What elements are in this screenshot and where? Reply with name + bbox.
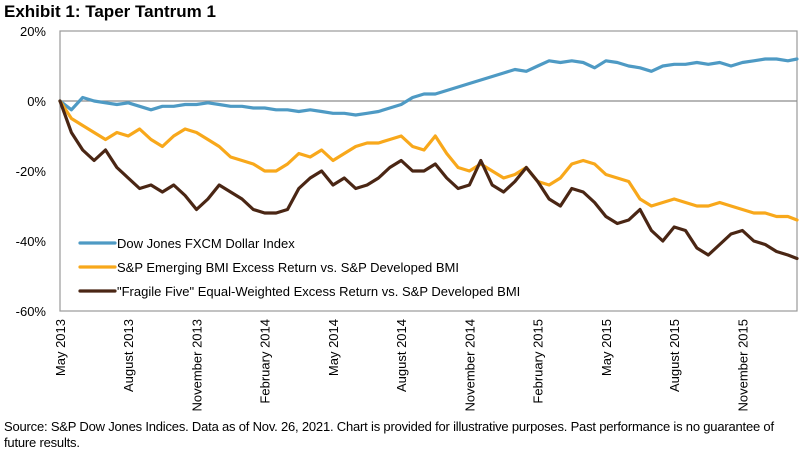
x-tick-label: November 2014 — [462, 319, 477, 412]
plot-border — [59, 30, 798, 312]
y-tick-label: -60% — [16, 304, 47, 319]
legend-label-3: "Fragile Five" Equal-Weighted Excess Ret… — [117, 284, 520, 299]
x-tick-label: November 2015 — [735, 319, 750, 412]
x-tick-label: May 2014 — [326, 319, 341, 376]
line-chart: 20% 0% -20% -40% -60% May 2013 August 2013 Nov… — [16, 24, 799, 412]
x-tick-label: February 2015 — [531, 319, 546, 404]
chart-title: Exhibit 1: Taper Tantrum 1 — [4, 2, 216, 21]
series-line-2 — [58, 99, 799, 222]
x-tick-label: May 2013 — [53, 319, 68, 376]
x-tick-label: May 2015 — [599, 319, 614, 376]
x-tick-label: August 2015 — [667, 319, 682, 392]
x-tick-label: February 2014 — [258, 319, 273, 404]
y-tick-label: -20% — [16, 164, 47, 179]
x-axis-ticks: May 2013 August 2013 November 2013 February… — [53, 319, 750, 412]
y-tick-label: 0% — [27, 94, 46, 109]
x-tick-label: November 2013 — [189, 319, 204, 412]
y-axis-ticks: 20% 0% -20% -40% -60% — [16, 24, 47, 319]
legend: Dow Jones FXCM Dollar Index S&P Emerging … — [78, 236, 520, 299]
series-lines — [58, 57, 799, 261]
y-tick-label: 20% — [20, 24, 46, 39]
series-line-1 — [58, 57, 799, 117]
x-tick-label: August 2014 — [394, 319, 409, 392]
legend-label-1: Dow Jones FXCM Dollar Index — [117, 236, 295, 251]
y-tick-label: -40% — [16, 234, 47, 249]
series-line-3 — [58, 99, 799, 261]
axes — [59, 30, 798, 312]
source-note: Source: S&P Dow Jones Indices. Data as o… — [4, 419, 774, 450]
legend-label-2: S&P Emerging BMI Excess Return vs. S&P D… — [117, 260, 459, 275]
x-tick-label: August 2013 — [121, 319, 136, 392]
